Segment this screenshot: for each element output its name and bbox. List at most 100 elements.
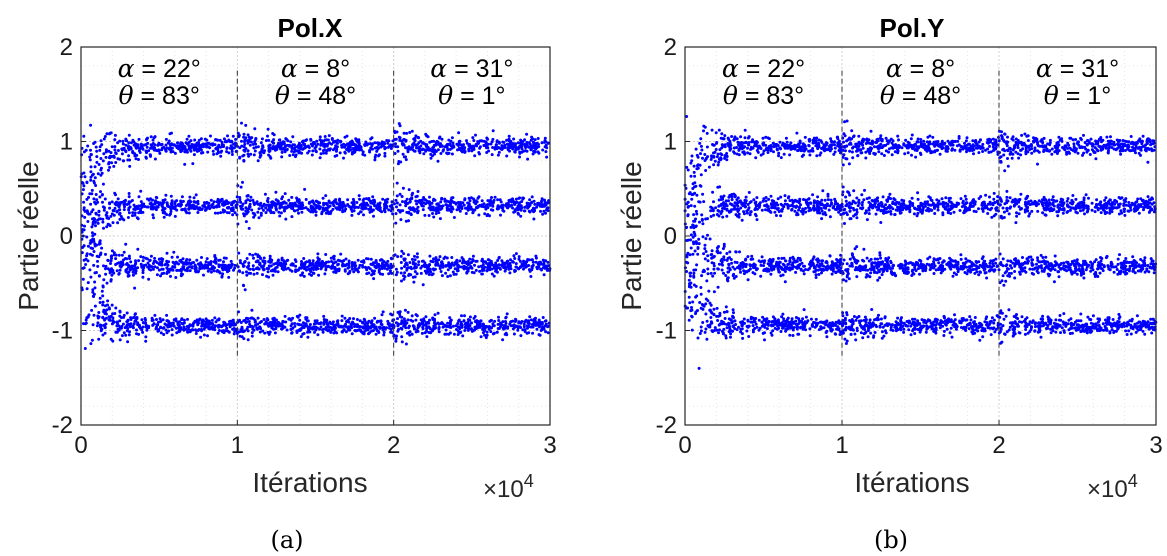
data-point <box>416 211 420 215</box>
data-point <box>351 202 355 205</box>
data-point <box>219 198 223 202</box>
data-point <box>487 263 491 267</box>
data-point <box>95 324 99 328</box>
data-point <box>191 162 195 166</box>
data-point <box>318 135 322 139</box>
data-point <box>429 156 433 160</box>
data-point <box>235 203 239 207</box>
data-point <box>318 201 322 205</box>
data-point <box>423 323 427 327</box>
data-point <box>486 199 490 203</box>
data-point <box>395 205 398 209</box>
data-point <box>330 142 334 146</box>
data-point <box>83 175 87 179</box>
data-point <box>199 335 203 339</box>
data-point <box>350 261 354 265</box>
data-point <box>302 146 306 150</box>
data-point <box>168 132 172 136</box>
data-point <box>402 143 406 147</box>
data-point <box>467 202 471 206</box>
data-point <box>332 257 336 261</box>
data-point <box>291 316 295 320</box>
data-point <box>124 242 128 246</box>
data-point <box>514 265 518 269</box>
data-point <box>136 247 140 251</box>
data-point <box>327 325 331 329</box>
data-point <box>438 255 442 259</box>
data-point <box>707 165 711 169</box>
data-point <box>173 151 177 155</box>
data-point <box>524 145 528 149</box>
data-point <box>496 205 500 209</box>
data-point <box>334 198 338 202</box>
data-point <box>149 205 153 209</box>
data-point <box>273 331 277 335</box>
data-point <box>348 317 352 320</box>
data-point <box>200 143 204 147</box>
data-point <box>424 315 428 319</box>
data-point <box>174 317 178 321</box>
data-point <box>349 206 353 210</box>
data-point <box>133 286 137 290</box>
data-point <box>354 264 358 268</box>
data-point <box>252 153 256 157</box>
data-point <box>345 262 349 266</box>
data-point <box>472 316 476 320</box>
data-point <box>131 214 134 218</box>
data-point <box>355 318 359 321</box>
data-point <box>324 264 327 268</box>
data-point <box>93 176 97 180</box>
data-point <box>188 330 192 334</box>
data-point <box>490 326 493 330</box>
data-point <box>182 147 186 151</box>
data-point <box>380 264 384 268</box>
data-point <box>330 260 333 263</box>
data-point <box>214 260 218 264</box>
data-point <box>335 207 339 211</box>
data-point <box>308 259 311 263</box>
data-point <box>504 315 508 319</box>
data-point <box>378 206 382 210</box>
data-point <box>247 267 251 271</box>
data-point <box>755 149 759 152</box>
data-point <box>223 329 227 333</box>
data-point <box>343 316 347 320</box>
data-point <box>519 138 523 142</box>
data-point <box>422 152 426 156</box>
data-point <box>326 264 330 268</box>
data-point <box>378 325 382 329</box>
data-point <box>528 142 532 146</box>
data-point <box>415 202 419 206</box>
data-point <box>495 140 499 144</box>
data-point <box>124 333 128 337</box>
data-point <box>715 155 719 159</box>
data-point <box>177 329 181 333</box>
data-point <box>406 310 410 314</box>
data-point <box>397 122 401 126</box>
data-point <box>463 329 467 332</box>
data-point <box>690 197 694 201</box>
data-point <box>195 147 199 151</box>
data-point <box>289 324 293 328</box>
data-point <box>499 200 503 204</box>
data-point <box>86 144 90 148</box>
data-point <box>439 152 443 155</box>
data-point <box>501 208 505 212</box>
data-point <box>89 239 93 243</box>
data-point <box>396 317 399 321</box>
data-point <box>81 277 85 281</box>
data-point <box>231 213 235 217</box>
data-point <box>314 213 318 217</box>
segment-alpha-label: α = 8° <box>281 54 350 83</box>
data-point <box>420 148 424 152</box>
data-point <box>405 263 409 267</box>
data-point <box>129 316 133 320</box>
data-point <box>113 191 117 195</box>
data-point <box>400 315 404 319</box>
data-point <box>299 144 303 148</box>
data-point <box>408 200 412 204</box>
data-point <box>389 209 393 213</box>
data-point <box>94 184 98 187</box>
data-point <box>225 147 229 150</box>
data-point <box>173 207 177 211</box>
